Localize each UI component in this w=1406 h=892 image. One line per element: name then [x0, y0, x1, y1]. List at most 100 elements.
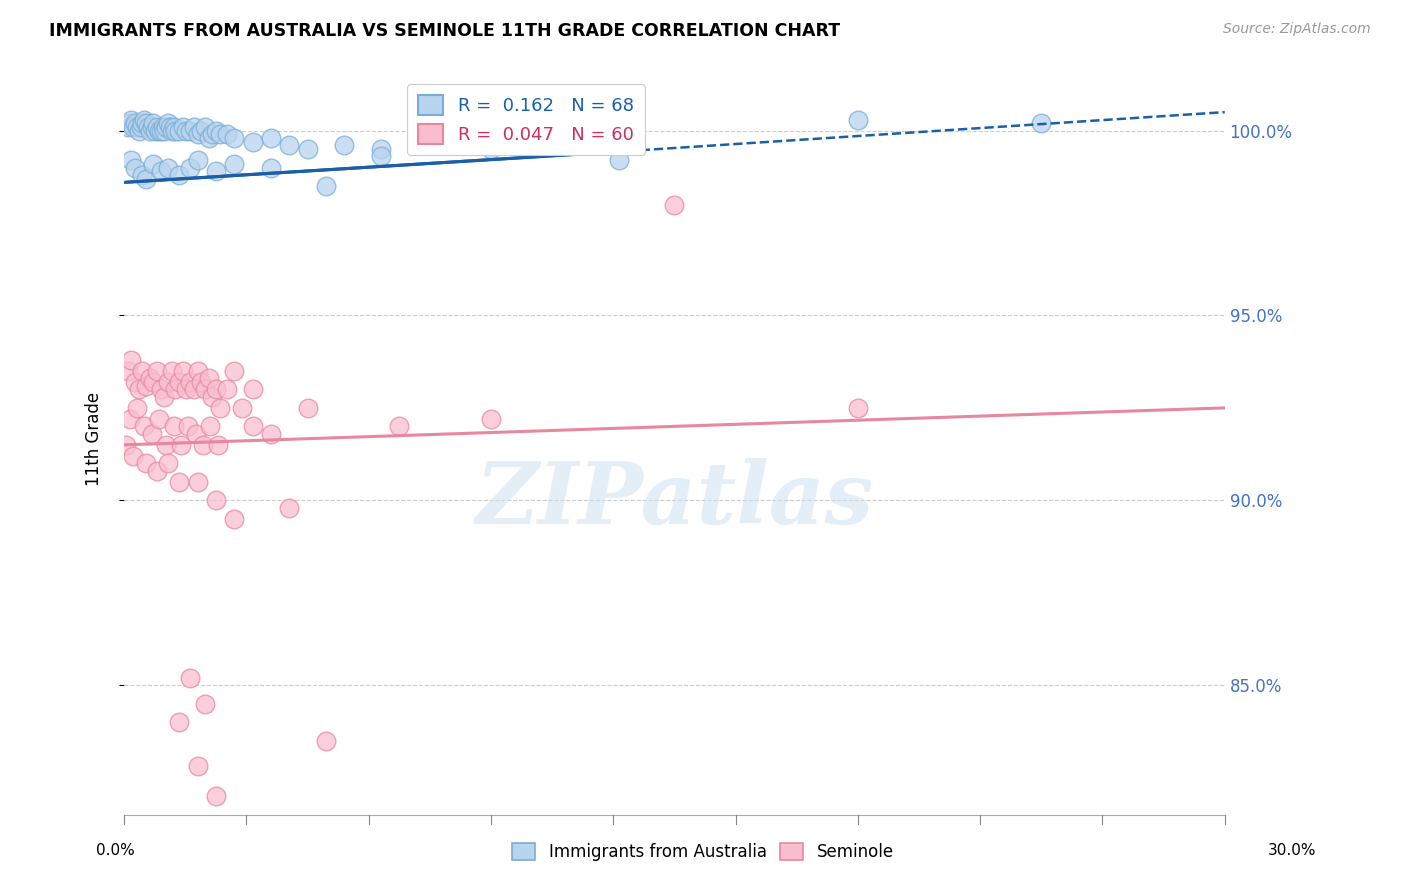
Point — [242, 135, 264, 149]
Point — [388, 419, 411, 434]
Point — [183, 383, 205, 397]
Point — [177, 419, 200, 434]
Point — [172, 364, 194, 378]
Point — [179, 123, 201, 137]
Point — [131, 168, 153, 182]
Point — [664, 197, 686, 211]
Point — [215, 128, 238, 142]
Point — [479, 142, 502, 156]
Point — [443, 116, 465, 130]
Point — [370, 142, 392, 156]
Point — [124, 116, 146, 130]
Point — [142, 375, 165, 389]
Point — [142, 116, 165, 130]
Point — [215, 383, 238, 397]
Point — [146, 364, 169, 378]
Point — [141, 426, 163, 441]
Point — [242, 419, 264, 434]
Point — [205, 123, 228, 137]
Point — [163, 120, 186, 134]
Point — [167, 123, 190, 137]
Point — [135, 171, 157, 186]
Point — [135, 456, 157, 470]
Point — [315, 733, 337, 747]
Point — [157, 375, 180, 389]
Point — [260, 426, 283, 441]
Point — [157, 456, 180, 470]
Point — [609, 153, 631, 168]
Point — [186, 153, 208, 168]
Text: IMMIGRANTS FROM AUSTRALIA VS SEMINOLE 11TH GRADE CORRELATION CHART: IMMIGRANTS FROM AUSTRALIA VS SEMINOLE 11… — [49, 22, 841, 40]
Point — [148, 123, 170, 137]
Point — [231, 401, 253, 415]
Point — [155, 120, 177, 134]
Point — [146, 120, 169, 134]
Point — [479, 412, 502, 426]
Point — [224, 157, 246, 171]
Point — [122, 449, 145, 463]
Point — [165, 383, 187, 397]
Point — [207, 438, 229, 452]
Point — [260, 131, 283, 145]
Point — [278, 138, 301, 153]
Point — [190, 123, 212, 137]
Point — [124, 161, 146, 175]
Point — [242, 383, 264, 397]
Point — [224, 364, 246, 378]
Point — [186, 475, 208, 489]
Point — [179, 375, 201, 389]
Point — [125, 120, 148, 134]
Text: 30.0%: 30.0% — [1268, 843, 1316, 857]
Point — [184, 426, 207, 441]
Point — [143, 123, 166, 137]
Point — [297, 142, 319, 156]
Point — [122, 120, 145, 134]
Point — [155, 438, 177, 452]
Point — [186, 759, 208, 773]
Point — [134, 112, 156, 127]
Point — [205, 493, 228, 508]
Point — [208, 401, 231, 415]
Point — [163, 419, 186, 434]
Point — [118, 412, 141, 426]
Point — [135, 378, 157, 392]
Point — [167, 475, 190, 489]
Point — [160, 364, 183, 378]
Point — [135, 116, 157, 130]
Point — [224, 512, 246, 526]
Text: Source: ZipAtlas.com: Source: ZipAtlas.com — [1223, 22, 1371, 37]
Point — [139, 123, 162, 137]
Point — [333, 138, 356, 153]
Point — [194, 697, 217, 711]
Point — [190, 375, 212, 389]
Point — [128, 383, 150, 397]
Point — [194, 120, 217, 134]
Point — [200, 419, 222, 434]
Point — [124, 375, 146, 389]
Point — [148, 412, 170, 426]
Point — [179, 671, 201, 685]
Point — [260, 161, 283, 175]
Point — [205, 383, 228, 397]
Point — [208, 128, 231, 142]
Point — [179, 161, 201, 175]
Point — [149, 164, 172, 178]
Point — [205, 789, 228, 803]
Point — [117, 364, 139, 378]
Point — [159, 120, 181, 134]
Legend: R =  0.162   N = 68, R =  0.047   N = 60: R = 0.162 N = 68, R = 0.047 N = 60 — [408, 85, 644, 155]
Point — [157, 161, 180, 175]
Point — [224, 131, 246, 145]
Point — [167, 168, 190, 182]
Point — [315, 179, 337, 194]
Point — [121, 153, 143, 168]
Point — [146, 464, 169, 478]
Text: ZIPatlas: ZIPatlas — [475, 458, 873, 541]
Point — [141, 120, 163, 134]
Point — [167, 375, 190, 389]
Point — [846, 112, 869, 127]
Point — [194, 383, 217, 397]
Point — [165, 123, 187, 137]
Y-axis label: 11th Grade: 11th Grade — [86, 392, 103, 486]
Point — [846, 401, 869, 415]
